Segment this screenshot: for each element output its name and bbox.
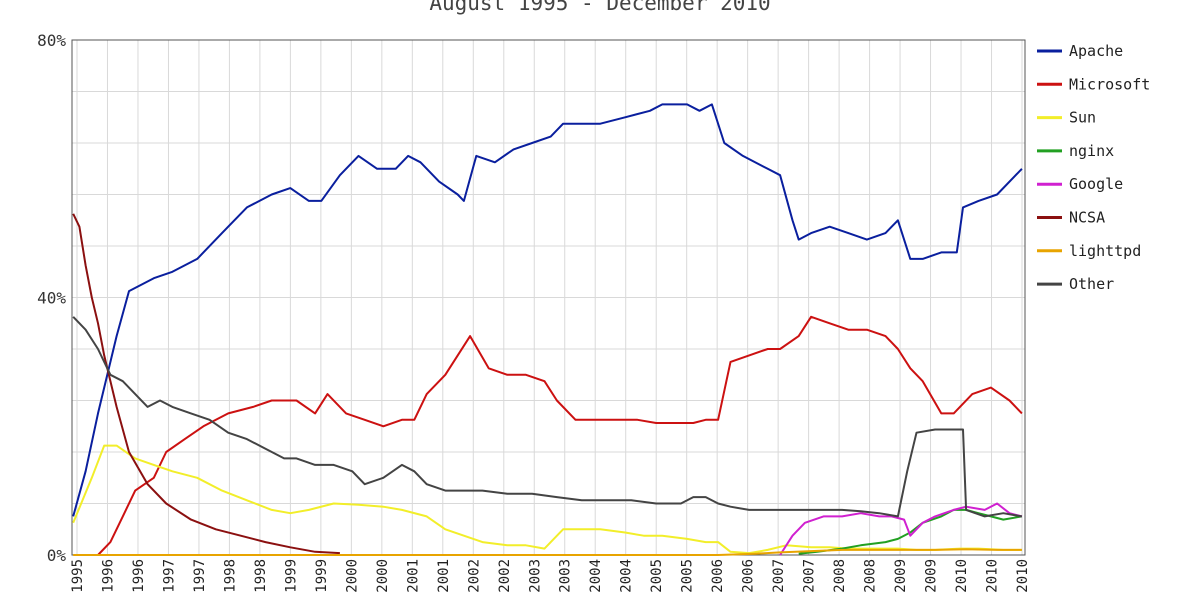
y-axis-ticks: 80% 40% 0% (37, 31, 66, 565)
x-tick-label: 1997 (161, 559, 177, 593)
x-tick-label: 2004 (588, 559, 604, 593)
x-tick-label: 1996 (131, 559, 147, 593)
y-tick-label: 40% (37, 289, 66, 308)
series-line-sun (72, 444, 1022, 555)
series-line-other (72, 316, 1023, 518)
x-tick-label: 2001 (405, 559, 421, 593)
x-tick-label: 2000 (344, 559, 360, 593)
x-tick-label: 2010 (985, 559, 1001, 593)
x-axis-ticks: 1995 1996 1996 1997 1997 1998 1998 1999 1999 2000… (70, 559, 1031, 593)
x-tick-label: 2010 (954, 559, 970, 593)
x-tick-label: 2002 (497, 559, 513, 593)
x-tick-label: 2007 (771, 559, 787, 593)
x-tick-label: 1998 (253, 559, 269, 593)
legend-label: nginx (1069, 142, 1114, 160)
series-line-google (779, 502, 1023, 556)
y-tick-label: 0% (47, 546, 67, 565)
series-line-apache (72, 103, 1023, 517)
x-tick-label: 2003 (558, 559, 574, 593)
legend-label: Microsoft (1069, 75, 1150, 93)
series-line-lighttpd (73, 548, 1022, 556)
x-tick-label: 1999 (283, 559, 299, 593)
y-tick-label: 80% (37, 31, 66, 50)
legend-label: Apache (1069, 42, 1123, 60)
legend-label: NCSA (1069, 209, 1105, 227)
legend-label: Sun (1069, 109, 1096, 127)
series-line-microsoft (97, 315, 1023, 556)
x-tick-label: 1996 (100, 559, 116, 593)
x-tick-label: 2010 (1015, 559, 1031, 593)
x-tick-label: 2003 (527, 559, 543, 593)
legend: Apache Microsoft Sun nginx Google NCSA lighttp… (1037, 42, 1150, 293)
x-tick-label: 2005 (649, 559, 665, 593)
x-tick-label: 2009 (924, 559, 940, 593)
x-tick-label: 2001 (436, 559, 452, 593)
chart-subtitle: August 1995 - December 2010 (429, 0, 771, 15)
series-line-ncsa (72, 213, 340, 555)
x-tick-label: 2006 (710, 559, 726, 593)
x-tick-label: 2008 (863, 559, 879, 593)
x-tick-label: 1999 (314, 559, 330, 593)
legend-label: Google (1069, 175, 1123, 193)
x-tick-label: 1997 (192, 559, 208, 593)
x-tick-label: 2007 (802, 559, 818, 593)
x-tick-label: 2005 (680, 559, 696, 593)
legend-label: Other (1069, 275, 1114, 293)
plot-grid (72, 40, 1025, 555)
x-tick-label: 2004 (619, 559, 635, 593)
legend-label: lighttpd (1069, 242, 1141, 260)
series-lines (72, 103, 1023, 556)
x-tick-label: 2002 (466, 559, 482, 593)
x-tick-label: 2009 (893, 559, 909, 593)
x-tick-label: 2008 (832, 559, 848, 593)
x-tick-label: 2006 (741, 559, 757, 593)
x-tick-label: 1998 (222, 559, 238, 593)
x-tick-label: 2000 (375, 559, 391, 593)
x-tick-label: 1995 (70, 559, 86, 593)
